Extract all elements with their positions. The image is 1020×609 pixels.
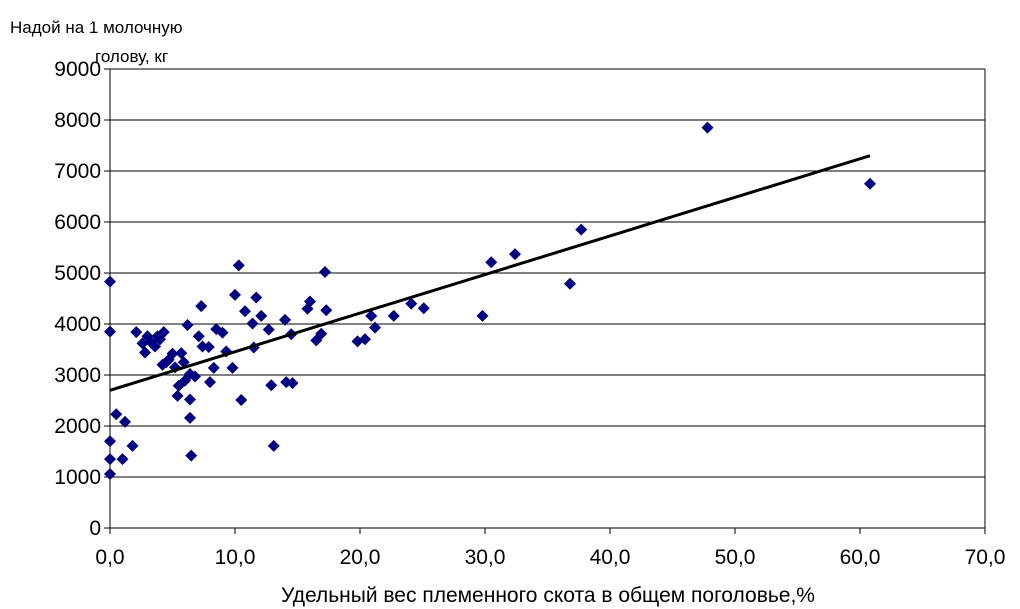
data-point <box>279 313 291 326</box>
data-point <box>119 415 131 428</box>
data-point <box>126 439 139 452</box>
x-tick-label: 0,0 <box>95 546 124 569</box>
data-point <box>136 337 149 350</box>
data-point <box>104 453 116 466</box>
data-point <box>365 309 378 322</box>
data-points <box>104 121 876 480</box>
data-point <box>575 223 588 236</box>
data-point <box>181 319 194 332</box>
y-tick-label: 8000 <box>54 109 101 132</box>
y-tick-label: 7000 <box>54 160 101 183</box>
data-point <box>320 304 333 317</box>
data-point <box>184 393 196 406</box>
data-point <box>239 305 251 318</box>
data-point <box>232 259 245 272</box>
data-point <box>157 326 170 339</box>
x-tick-label: 50,0 <box>715 546 756 569</box>
y-tick-label: 5000 <box>54 262 101 285</box>
data-point <box>226 361 239 374</box>
y-tick-label: 9000 <box>54 58 101 81</box>
data-point <box>130 326 143 339</box>
y-axis-label-line-1: Надой на 1 молочную <box>10 18 183 37</box>
x-tick-labels: 0,0 10,0 20,0 30,0 40,0 50,0 60,0 70,0 <box>95 546 1005 569</box>
x-tick-label: 40,0 <box>590 546 631 569</box>
y-tick-label: 1000 <box>54 466 101 489</box>
data-point <box>204 376 216 389</box>
grid-lines <box>110 68 985 478</box>
data-point <box>315 327 328 340</box>
data-point <box>387 309 400 322</box>
data-point <box>701 121 714 134</box>
y-tick-label: 0 <box>89 517 101 540</box>
data-point <box>166 347 179 360</box>
y-tick-labels: 0 1000 2000 3000 4000 5000 6000 7000 8000 9000 <box>54 58 101 540</box>
data-point <box>104 435 116 448</box>
data-point <box>262 323 275 336</box>
data-point <box>405 297 418 310</box>
data-point <box>149 340 161 353</box>
x-axis-label: Удельный вес племенного скота в общем по… <box>281 584 815 607</box>
data-point <box>189 370 201 383</box>
data-point <box>304 295 316 308</box>
data-point <box>250 291 263 304</box>
data-point <box>175 347 188 360</box>
y-tick-label: 6000 <box>54 211 101 234</box>
y-tick-label: 4000 <box>54 313 101 336</box>
data-point <box>864 177 876 190</box>
data-point <box>104 325 116 338</box>
data-point <box>417 302 430 315</box>
data-point <box>216 326 229 339</box>
x-tick-label: 10,0 <box>215 546 256 569</box>
y-tick-label: 3000 <box>54 364 101 387</box>
data-point <box>246 317 259 330</box>
data-point <box>235 393 248 406</box>
trendline <box>109 154 871 392</box>
data-point <box>195 300 208 313</box>
data-point <box>476 309 489 322</box>
data-point <box>202 340 215 353</box>
data-point <box>229 288 241 301</box>
x-tick-label: 30,0 <box>465 546 506 569</box>
data-point <box>110 408 123 421</box>
data-point <box>255 309 268 322</box>
data-point <box>192 330 205 343</box>
y-tick-label: 2000 <box>54 415 101 438</box>
data-point <box>184 411 196 424</box>
data-point <box>171 389 184 402</box>
y-axis-label-line-2: голову, кг <box>95 47 168 66</box>
data-point <box>286 377 299 390</box>
data-point <box>139 346 151 359</box>
data-point <box>564 277 576 290</box>
data-point <box>116 453 129 466</box>
data-point <box>185 449 198 462</box>
data-point <box>265 379 278 392</box>
data-point <box>104 275 116 288</box>
data-point <box>509 248 521 261</box>
data-point <box>359 333 371 346</box>
data-point <box>104 467 116 480</box>
x-tick-label: 60,0 <box>840 546 881 569</box>
data-point <box>369 321 381 334</box>
x-tick-label: 70,0 <box>965 546 1006 569</box>
data-point <box>267 439 280 452</box>
data-point <box>207 361 220 374</box>
axes <box>104 68 986 534</box>
data-point <box>485 256 498 269</box>
x-tick-label: 20,0 <box>340 546 381 569</box>
data-point <box>319 265 331 278</box>
